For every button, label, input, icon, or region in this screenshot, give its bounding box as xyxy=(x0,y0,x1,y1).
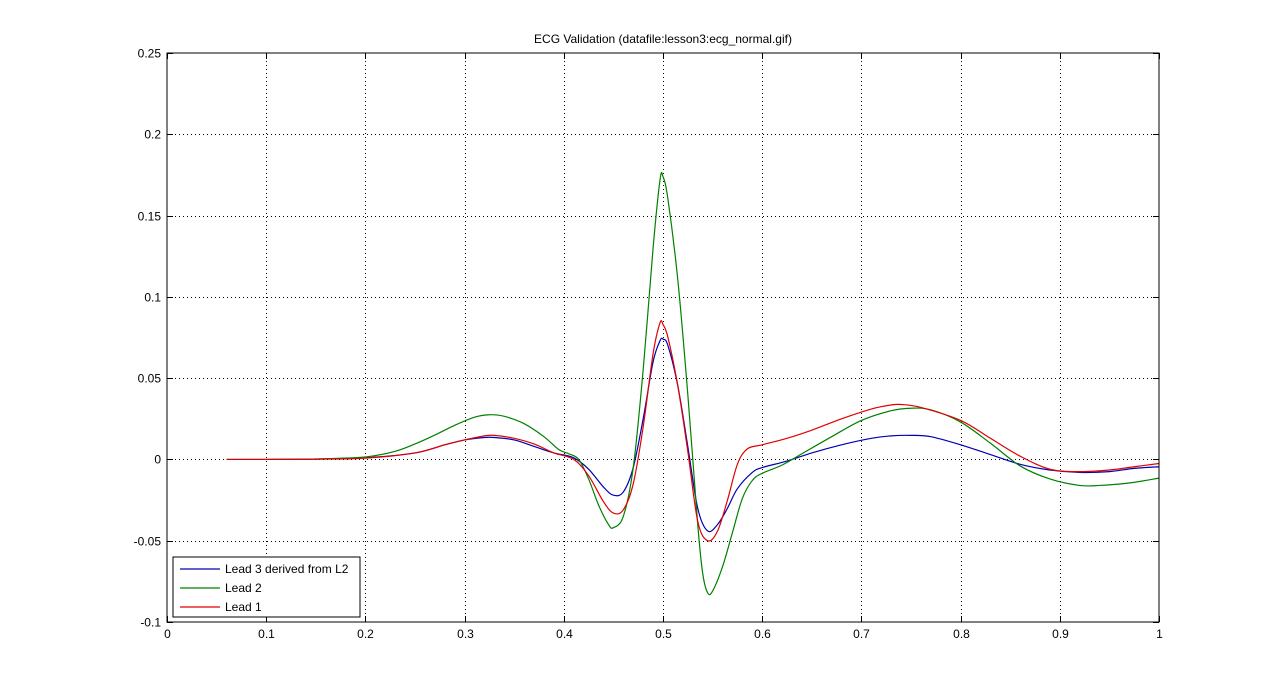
tick-marks xyxy=(167,53,1160,623)
y-tick-label: -0.1 xyxy=(140,616,161,630)
series-line-lead-2 xyxy=(226,171,1160,596)
y-tick-label: 0.25 xyxy=(138,47,162,61)
chart-title: ECG Validation (datafile:lesson3:ecg_nor… xyxy=(534,32,792,46)
y-tick-labels: -0.1 -0.05 0 0.05 0.1 0.15 0.2 0.25 xyxy=(134,47,162,630)
legend-label-lead-1: Lead 1 xyxy=(225,600,262,614)
x-tick-label: 0.1 xyxy=(258,627,275,641)
x-tick-label: 0.9 xyxy=(1052,627,1069,641)
x-tick-label: 0.7 xyxy=(853,627,870,641)
y-tick-label: -0.05 xyxy=(134,535,162,549)
y-tick-label: 0.15 xyxy=(138,210,162,224)
x-tick-label: 0.6 xyxy=(754,627,771,641)
legend-label-lead-3-derived-from-l2: Lead 3 derived from L2 xyxy=(225,562,349,576)
x-tick-label: 1 xyxy=(1156,627,1163,641)
x-tick-label: 0.2 xyxy=(357,627,374,641)
x-tick-label: 0.4 xyxy=(556,627,573,641)
legend: Lead 3 derived from L2 Lead 2 Lead 1 xyxy=(172,556,361,618)
x-tick-label: 0.3 xyxy=(457,627,474,641)
x-tick-label: 0 xyxy=(164,627,171,641)
legend-label-lead-2: Lead 2 xyxy=(225,581,262,595)
y-tick-label: 0.2 xyxy=(144,128,161,142)
y-tick-label: 0.1 xyxy=(144,291,161,305)
y-tick-label: 0.05 xyxy=(138,372,162,386)
y-tick-label: 0 xyxy=(154,453,161,467)
x-tick-label: 0.8 xyxy=(953,627,970,641)
x-tick-labels: 0 0.1 0.2 0.3 0.4 0.5 0.6 0.7 0.8 0.9 1 xyxy=(164,627,1163,641)
series-line-lead-1 xyxy=(226,319,1160,542)
grid-lines xyxy=(167,53,1159,622)
x-tick-label: 0.5 xyxy=(655,627,672,641)
series-layer xyxy=(226,171,1160,596)
